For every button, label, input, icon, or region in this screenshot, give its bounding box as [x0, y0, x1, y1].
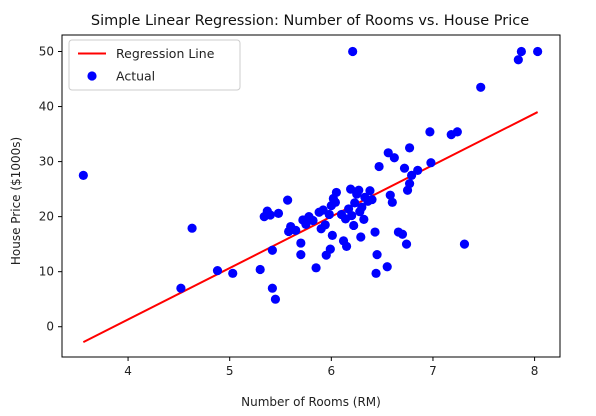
axes-frame	[61, 34, 561, 358]
legend-actual-marker-swatch	[87, 71, 97, 81]
data-point	[387, 197, 397, 207]
data-point	[348, 46, 358, 57]
data-point	[397, 229, 408, 239]
data-point	[513, 55, 523, 65]
data-point	[516, 46, 526, 57]
data-point	[359, 214, 369, 224]
data-point	[426, 158, 436, 168]
data-point	[265, 210, 275, 220]
data-point	[407, 170, 417, 180]
data-point	[283, 195, 293, 205]
data-point	[399, 163, 410, 173]
data-point	[212, 265, 223, 276]
legend-actual-label: Actual	[116, 69, 155, 84]
data-point	[356, 232, 366, 242]
chart-title: Simple Linear Regression: Number of Room…	[91, 13, 529, 29]
data-point	[354, 185, 364, 195]
data-point	[228, 268, 238, 278]
data-point	[320, 220, 330, 230]
y-tick-label: 20	[39, 210, 54, 224]
data-point	[267, 245, 277, 255]
y-tick-label: 50	[39, 45, 54, 59]
x-tick-label: 8	[531, 364, 539, 378]
data-point	[78, 170, 88, 180]
data-point	[346, 184, 356, 194]
data-point	[385, 190, 395, 200]
regression-line-layer	[82, 111, 539, 344]
data-point	[176, 283, 186, 293]
data-point	[330, 197, 340, 207]
data-point	[311, 263, 321, 273]
y-tick-label: 30	[39, 155, 54, 169]
data-point	[255, 264, 265, 275]
y-tick-label: 40	[39, 100, 54, 114]
data-point	[350, 198, 360, 208]
x-tick-label: 5	[226, 364, 234, 378]
data-point	[401, 239, 412, 249]
data-point	[325, 244, 335, 254]
data-point	[425, 127, 435, 137]
axes-layer: 4 5 6 7 8 0 10 20 30 40 50	[39, 34, 561, 378]
data-point	[301, 219, 311, 229]
data-point	[296, 250, 306, 260]
data-point	[370, 227, 380, 237]
data-point	[296, 238, 306, 248]
legend: Regression Line Actual	[68, 39, 241, 91]
data-point	[452, 127, 462, 137]
data-point	[382, 262, 392, 272]
data-point	[389, 153, 399, 163]
regression-line	[82, 111, 539, 344]
data-point	[404, 179, 415, 189]
data-point	[383, 148, 393, 158]
y-tick-label: 0	[46, 320, 54, 334]
data-point	[267, 283, 277, 293]
data-point	[308, 215, 318, 226]
y-tick-label: 10	[39, 265, 54, 279]
x-axis-title: Number of Rooms (RM)	[241, 395, 381, 409]
data-point	[476, 82, 486, 92]
data-point	[533, 46, 543, 57]
data-point	[413, 165, 423, 176]
legend-box	[68, 39, 241, 91]
x-tick-label: 4	[124, 364, 132, 378]
data-point	[270, 294, 281, 304]
data-point	[357, 202, 367, 212]
legend-regression-line-label: Regression Line	[116, 46, 215, 61]
data-point	[331, 187, 342, 198]
y-axis-title: House Price ($1000s)	[9, 137, 23, 265]
data-point	[349, 220, 359, 231]
data-point	[374, 161, 384, 172]
data-point	[371, 268, 381, 278]
data-point	[372, 250, 382, 260]
data-point	[347, 210, 357, 221]
data-point	[404, 143, 415, 153]
data-point	[459, 239, 470, 249]
data-point	[367, 194, 377, 205]
data-point	[327, 230, 337, 240]
data-point	[365, 186, 375, 196]
data-point	[341, 241, 352, 251]
data-point	[273, 208, 284, 218]
data-point	[291, 225, 301, 236]
x-tick-label: 6	[328, 364, 336, 378]
data-point	[187, 223, 197, 233]
actual-points-layer	[78, 46, 543, 304]
x-tick-label: 7	[429, 364, 437, 378]
data-point	[324, 209, 334, 220]
